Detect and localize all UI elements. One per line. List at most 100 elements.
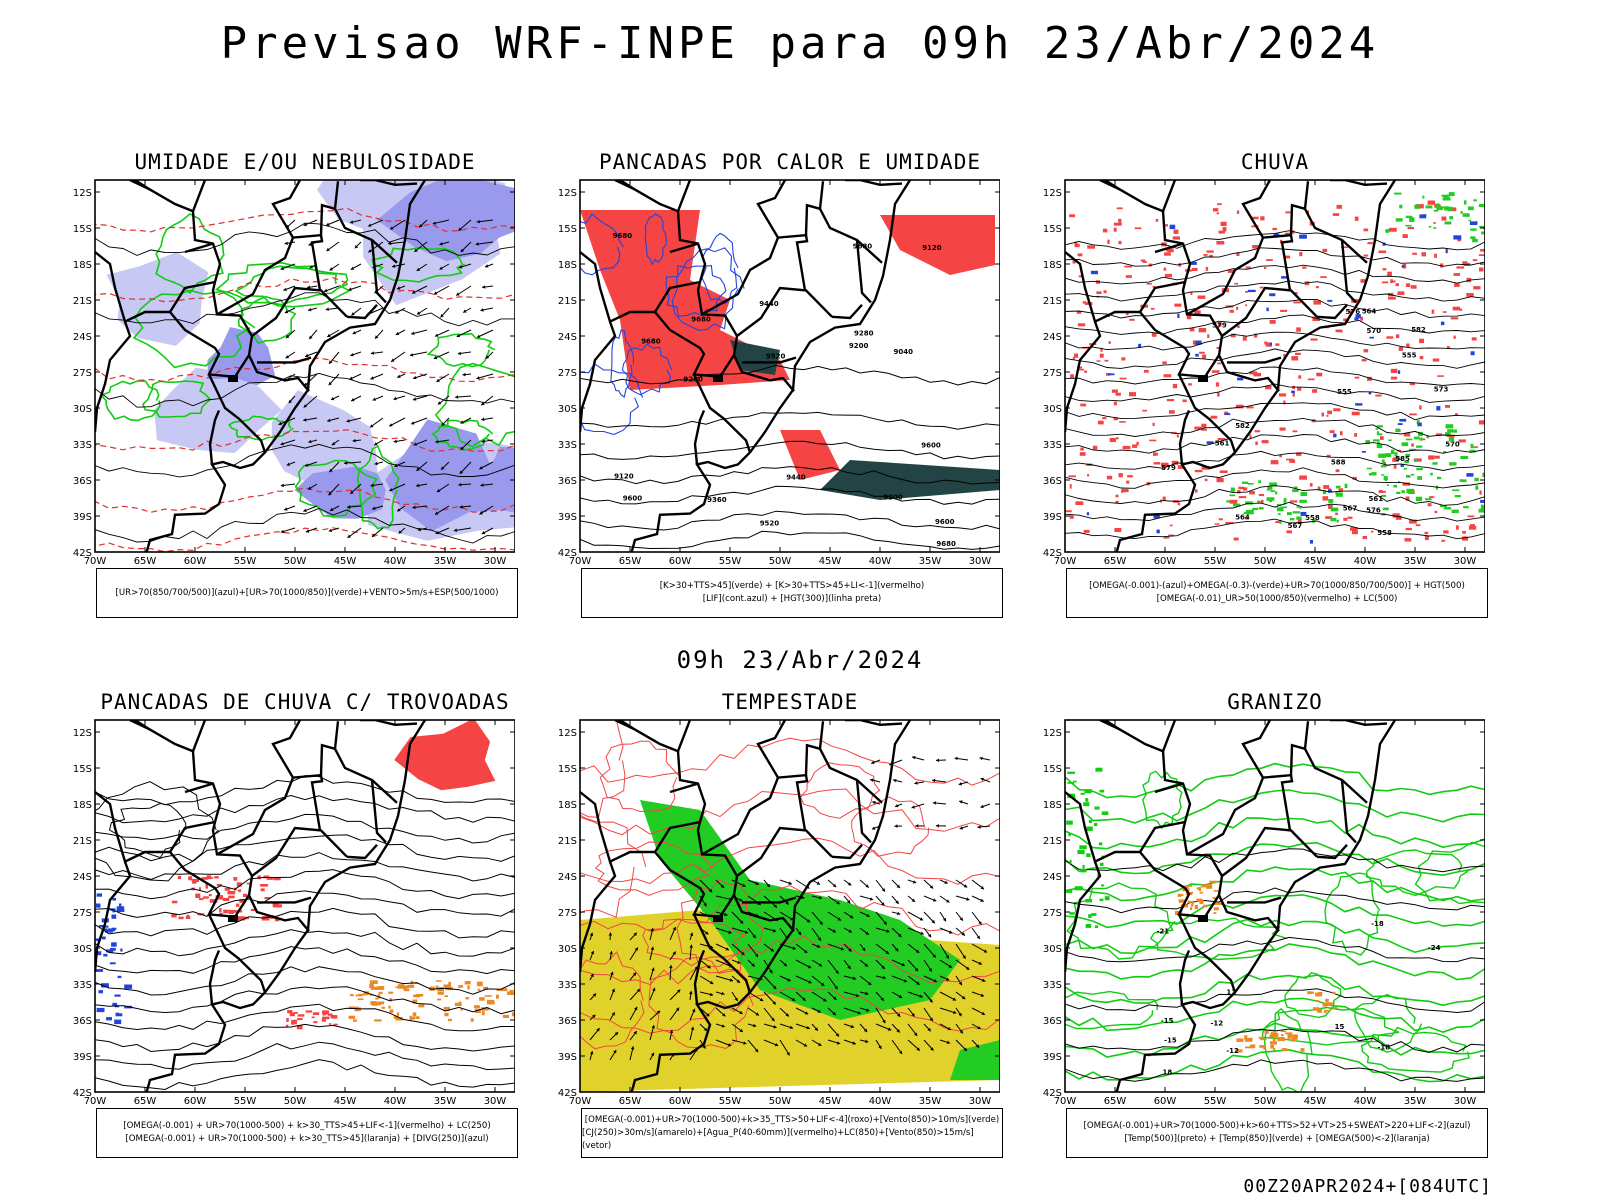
convective-pixel xyxy=(410,1016,416,1020)
wind-arrowhead xyxy=(634,1006,638,1011)
map-frame xyxy=(579,719,1000,1093)
rain-pixel xyxy=(1445,249,1448,254)
water-contour xyxy=(580,837,1000,885)
rain-pixel xyxy=(1280,506,1288,509)
temperature-850-contour xyxy=(1065,866,1485,902)
political-border xyxy=(1217,354,1280,392)
political-border xyxy=(845,180,903,187)
contour-value-label: 9360 xyxy=(707,496,727,504)
rain-pixel xyxy=(1348,310,1352,314)
rain-pixel xyxy=(1227,269,1235,273)
wind-arrowhead xyxy=(728,930,732,934)
rain-pixel xyxy=(1382,507,1389,511)
rain-pixel xyxy=(1233,537,1239,541)
lon-tick-label: 40W xyxy=(384,1096,407,1107)
wind-arrowhead xyxy=(936,758,940,763)
rain-pixel xyxy=(1405,283,1411,287)
rain-pixel xyxy=(1121,357,1126,361)
omega-pixel xyxy=(1317,1008,1322,1013)
rain-pixel xyxy=(1409,217,1415,222)
wind-arrowhead xyxy=(835,970,839,974)
rain-pixel xyxy=(1082,301,1086,304)
convective-pixel xyxy=(443,984,451,987)
wind-arrowhead xyxy=(773,1025,777,1029)
political-border xyxy=(271,720,302,779)
rain-pixel xyxy=(1190,292,1193,295)
humidity-contour xyxy=(132,289,256,369)
convective-pixel xyxy=(266,877,274,880)
convective-pixel xyxy=(464,981,471,985)
rain-pixel xyxy=(1269,482,1278,487)
omega-pixel xyxy=(1206,884,1213,889)
wind-arrowhead xyxy=(783,962,787,967)
lon-tick-label: 55W xyxy=(719,556,742,567)
rain-pixel xyxy=(1472,238,1478,243)
wind-arrowhead xyxy=(840,947,844,951)
political-border xyxy=(333,748,398,804)
wind-arrowhead xyxy=(349,220,354,224)
lat-tick-label: 15S xyxy=(73,224,92,235)
lon-tick-label: 70W xyxy=(1054,1096,1077,1107)
wind-arrowhead xyxy=(806,919,811,923)
wind-arrowhead xyxy=(324,288,328,293)
rain-pixel xyxy=(1381,459,1385,463)
wind-arrowhead xyxy=(592,1014,596,1019)
wind-arrowhead xyxy=(772,928,777,933)
wind-arrowhead xyxy=(739,1010,743,1014)
contour-value-label: -12 xyxy=(1211,1019,1224,1027)
wind-arrowhead xyxy=(914,967,919,972)
lat-tick-label: 30S xyxy=(1043,404,1062,415)
wind-arrowhead xyxy=(963,884,968,888)
pressure-contour xyxy=(95,292,515,327)
rain-pixel xyxy=(1242,336,1247,341)
omega-pixel xyxy=(1187,900,1191,904)
wind-arrowhead xyxy=(437,401,442,405)
wind-arrowhead xyxy=(953,1010,957,1014)
rain-pixel xyxy=(1428,455,1435,460)
political-border xyxy=(95,720,222,864)
contour-value-label: -18 xyxy=(1371,920,1384,928)
rain-pixel xyxy=(1115,437,1119,440)
rain-pixel xyxy=(1161,462,1169,467)
streamline xyxy=(95,1003,515,1032)
convective-pixel xyxy=(219,908,222,913)
rain-pixel xyxy=(1296,452,1302,456)
convective-pixel xyxy=(507,991,515,995)
rain-pixel xyxy=(1383,462,1386,466)
wind-arrowhead xyxy=(932,778,936,783)
wind-arrowhead xyxy=(351,398,355,402)
rain-pixel xyxy=(1443,530,1449,534)
rain-pixel xyxy=(1376,444,1383,449)
humidity-contour xyxy=(294,459,378,518)
streamline xyxy=(95,852,515,882)
lon-tick-label: 35W xyxy=(1404,556,1427,567)
omega-pixel xyxy=(1277,1037,1285,1042)
lon-tick-label: 30W xyxy=(484,556,507,567)
convective-pixel xyxy=(397,984,405,989)
map-frame xyxy=(94,179,515,553)
lon-tick-label: 65W xyxy=(134,556,157,567)
wind-arrowhead xyxy=(916,1047,920,1051)
rain-pixel xyxy=(1302,266,1307,269)
contour-value-label: 564 xyxy=(1362,307,1377,315)
rain-pixel xyxy=(1387,271,1392,277)
convective-pixel xyxy=(171,913,177,918)
wind-arrowhead xyxy=(770,948,774,952)
rain-pixel xyxy=(1106,475,1113,480)
lif-contour xyxy=(580,213,624,276)
contour-value-label: 558 xyxy=(1377,529,1392,537)
convective-pixel xyxy=(381,1006,385,1009)
rain-pixel xyxy=(1419,338,1424,344)
temperature-pixel xyxy=(1067,782,1075,784)
rain-pixel xyxy=(1394,192,1402,195)
rain-pixel xyxy=(1470,443,1474,449)
rain-pixel xyxy=(1211,370,1220,373)
temperature-pixel xyxy=(1080,868,1087,873)
rain-pixel xyxy=(1456,525,1459,530)
convective-pixel xyxy=(296,1025,303,1030)
lat-tick-label: 27S xyxy=(73,368,92,379)
rain-pixel xyxy=(1266,307,1269,312)
political-border xyxy=(1099,720,1121,731)
convective-pixel xyxy=(412,1012,417,1017)
